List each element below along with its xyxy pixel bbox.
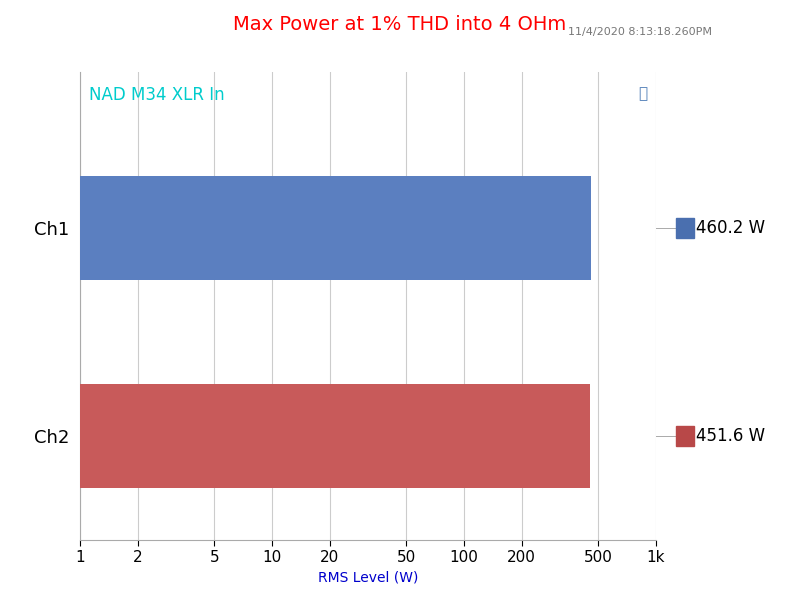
Text: ⓐ: ⓐ: [638, 86, 647, 101]
Text: 11/4/2020 8:13:18.260PM: 11/4/2020 8:13:18.260PM: [568, 27, 712, 37]
X-axis label: RMS Level (W): RMS Level (W): [318, 571, 418, 585]
Bar: [80, 384, 590, 488]
Text: NAD M34 XLR In: NAD M34 XLR In: [89, 86, 224, 104]
Bar: [80, 176, 591, 280]
Text: Max Power at 1% THD into 4 OHm: Max Power at 1% THD into 4 OHm: [234, 15, 566, 34]
Text: 460.2 W: 460.2 W: [696, 219, 765, 237]
Text: 451.6 W: 451.6 W: [696, 427, 765, 445]
